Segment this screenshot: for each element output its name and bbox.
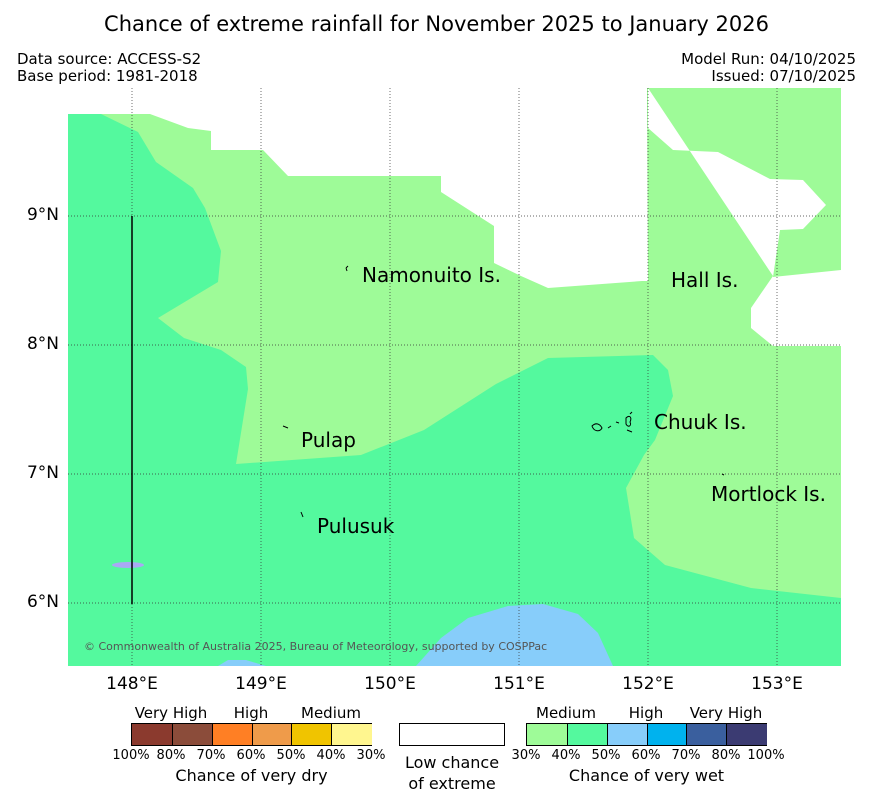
wet-swatch-3 (646, 724, 688, 745)
wet-tick: 60% (631, 748, 661, 763)
wet-swatch-1 (566, 724, 608, 745)
low-chance-caption: Low chance of extreme (392, 752, 512, 794)
dry-caption: Chance of very dry (175, 766, 328, 785)
issued-date: Issued: 07/10/2025 (711, 67, 856, 85)
x-tick-153e: 153°E (751, 674, 803, 694)
dry-swatch-2 (211, 724, 253, 745)
region-wet-40-50 (68, 114, 841, 666)
copyright-notice: © Commonwealth of Australia 2025, Bureau… (84, 640, 548, 653)
namonuito-island-shape (345, 265, 349, 272)
x-tick-151e: 151°E (493, 674, 545, 694)
wet-tick: 50% (591, 748, 621, 763)
wet-cat-medium: Medium (536, 704, 596, 722)
dry-cat-very-high: Very High (134, 704, 208, 722)
wet-tick: 80% (711, 748, 741, 763)
map-title: Chance of extreme rainfall for November … (104, 12, 769, 36)
model-run: Model Run: 04/10/2025 (681, 50, 856, 68)
dry-tick: 40% (316, 748, 346, 763)
y-tick-6n: 6°N (26, 592, 59, 612)
dry-tick: 30% (356, 748, 386, 763)
dry-tick: 70% (196, 748, 226, 763)
dry-swatch-5 (331, 724, 372, 745)
wet-colorbar (526, 723, 767, 746)
place-namonuito: Namonuito Is. (362, 263, 501, 287)
x-tick-148e: 148°E (106, 674, 158, 694)
y-tick-9n: 9°N (26, 205, 59, 225)
small-patch (112, 562, 144, 568)
place-chuuk: Chuuk Is. (654, 410, 747, 434)
wet-swatch-5 (726, 724, 767, 745)
pulusuk-island-shape (300, 511, 304, 518)
region-wet-50-60-small (218, 660, 266, 666)
mortlock-island-shape (721, 473, 725, 476)
wet-tick: 30% (511, 748, 541, 763)
x-tick-150e: 150°E (364, 674, 416, 694)
wet-swatch-0 (527, 724, 567, 745)
dry-tick: 60% (236, 748, 266, 763)
dry-tick: 50% (276, 748, 306, 763)
island-outlines (282, 265, 725, 518)
dry-cat-high: High (233, 704, 269, 722)
y-tick-8n: 8°N (26, 334, 59, 354)
place-pulap: Pulap (301, 428, 356, 452)
y-tick-7n: 7°N (26, 463, 59, 483)
x-tick-152e: 152°E (622, 674, 674, 694)
region-low-chance-east (648, 88, 841, 346)
data-source: Data source: ACCESS-S2 (17, 50, 202, 68)
map-panel: © Commonwealth of Australia 2025, Bureau… (68, 88, 841, 666)
wet-tick: 100% (747, 748, 785, 763)
wet-tick: 70% (671, 748, 701, 763)
place-hall: Hall Is. (671, 268, 739, 292)
low-chance-line2: of extreme (408, 774, 496, 793)
place-mortlock: Mortlock Is. (711, 482, 826, 506)
dry-tick: 80% (156, 748, 186, 763)
rainfall-map (68, 88, 841, 666)
low-chance-swatch (399, 723, 505, 746)
dry-swatch-1 (171, 724, 213, 745)
dry-swatch-4 (291, 724, 333, 745)
low-chance-line1: Low chance (404, 753, 500, 772)
wet-swatch-2 (606, 724, 648, 745)
pulap-island-shape (282, 425, 289, 429)
dry-swatch-0 (132, 724, 172, 745)
region-wet-50-60 (416, 604, 613, 666)
wet-caption: Chance of very wet (568, 766, 725, 785)
wet-cat-high: High (628, 704, 664, 722)
dry-swatch-3 (251, 724, 293, 745)
chuuk-island-shape (591, 411, 633, 433)
region-low-chance-north (68, 88, 648, 288)
base-period: Base period: 1981-2018 (17, 67, 198, 85)
place-pulusuk: Pulusuk (317, 514, 395, 538)
dry-colorbar (131, 723, 372, 746)
dry-cat-medium: Medium (301, 704, 361, 722)
x-tick-149e: 149°E (235, 674, 287, 694)
dry-tick: 100% (112, 748, 150, 763)
wet-swatch-4 (686, 724, 728, 745)
wet-cat-very-high: Very High (689, 704, 763, 722)
wet-tick: 40% (551, 748, 581, 763)
